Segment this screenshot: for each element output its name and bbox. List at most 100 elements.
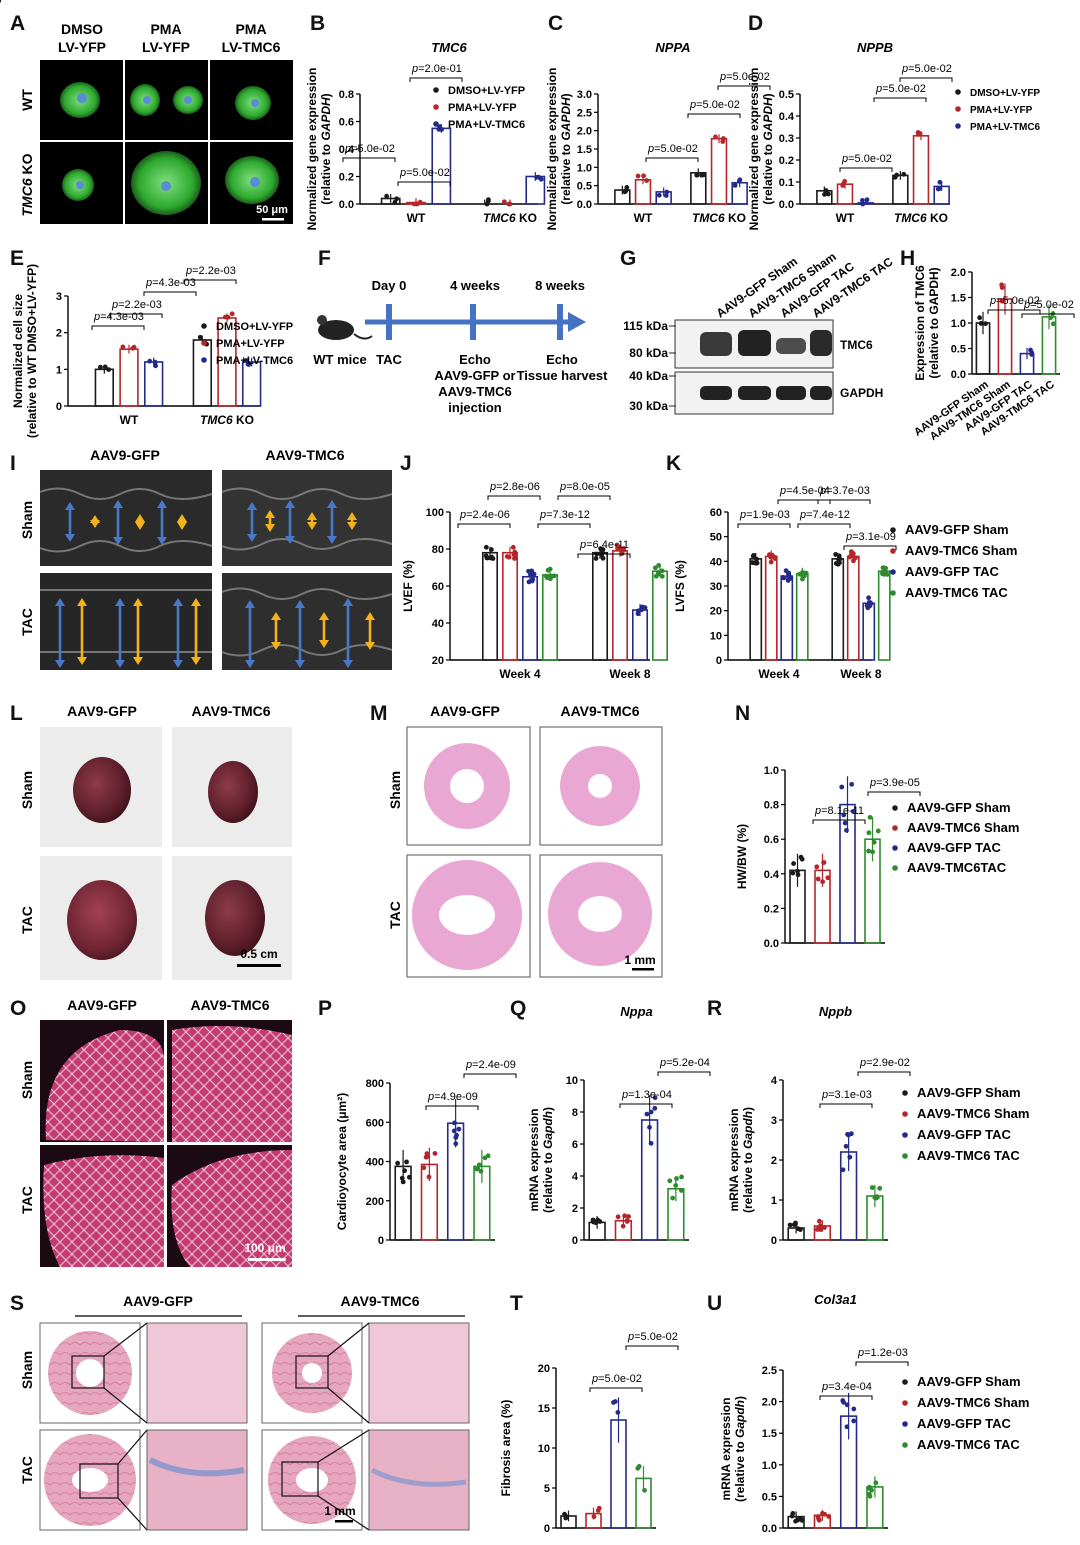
arrow-head — [135, 514, 145, 522]
panel-f-tick-day0 — [386, 304, 392, 340]
panel-f-day0: Day 0 — [372, 278, 407, 293]
arrow-head — [177, 514, 187, 522]
arrow-head — [327, 500, 337, 508]
data-point — [453, 1135, 459, 1140]
data-point — [655, 570, 661, 575]
y-tick-label: 0.4 — [764, 869, 780, 881]
p-value-label: p=3.1e-09 — [845, 531, 896, 543]
data-point — [652, 1105, 658, 1111]
panel-f-wk8: 8 weeks — [535, 278, 585, 293]
y-tick-label: 1.0 — [762, 1460, 777, 1472]
panel-letter-q: Q — [510, 997, 526, 1020]
arrow-head — [173, 660, 183, 668]
y-axis-label: Fibrosis area (%) — [499, 1400, 513, 1497]
data-point — [600, 555, 606, 561]
data-point — [639, 604, 645, 610]
y-axis-label: (relative to WT DMSO+LV-YFP) — [25, 264, 39, 438]
chart-r: 0 1 2 3 4 mRNA expression (relative to Gapdh) N… — [727, 1004, 911, 1247]
p-value-label: p=5.0e-02 — [875, 83, 926, 95]
data-point — [545, 567, 551, 573]
chart-b: 0.0 0.2 0.4 0.6 0.8 Normalized gene expressio… — [0, 0, 546, 230]
panel-a-nuclei — [76, 93, 260, 191]
data-point — [648, 1109, 654, 1115]
panel-f-wk4: 4 weeks — [450, 278, 500, 293]
y-tick-label: 3 — [56, 291, 62, 303]
p-value-label: p=5.0e-02 — [647, 143, 698, 155]
data-point — [424, 1151, 430, 1157]
data-point — [600, 547, 606, 552]
y-axis-label: (relative to GAPDH) — [559, 93, 573, 204]
p-value-label: p=2.0e-01 — [411, 63, 462, 75]
panel-a: DMSO LV-YFP PMA LV-YFP PMA LV-TMC6 WT TM… — [19, 21, 293, 224]
data-point — [647, 1124, 652, 1130]
bar — [119, 348, 139, 407]
data-point — [656, 192, 662, 198]
panel-g-band — [700, 332, 732, 356]
legend-jk: AAV9-GFP Sham AAV9-TMC6 Sham AAV9-GFP TAC A… — [890, 522, 1017, 600]
data-point — [999, 285, 1005, 290]
arrow-head — [245, 660, 255, 668]
data-point — [484, 555, 490, 561]
y-tick-label: 8 — [572, 1107, 578, 1119]
p-value-label: p=4.3e-03 — [93, 311, 144, 323]
panel-o: AAV9-GFP AAV9-TMC6 Sham TAC 100 μm — [19, 997, 292, 1267]
panel-i-img-2 — [222, 470, 392, 566]
data-point — [97, 364, 103, 370]
arrow-head — [343, 598, 353, 606]
p-value-label: p=8.1e-11 — [814, 805, 864, 817]
panel-f-tick-wk8 — [557, 304, 563, 340]
data-point — [836, 557, 841, 562]
data-point — [563, 1513, 569, 1519]
data-point — [147, 358, 153, 364]
data-point — [1048, 315, 1054, 321]
arrow-head — [271, 612, 281, 620]
significance-bracket — [143, 291, 197, 296]
bar — [94, 368, 115, 407]
data-point — [795, 872, 801, 878]
data-point — [612, 1399, 618, 1404]
legend-marker — [902, 1379, 908, 1385]
data-point — [822, 192, 827, 197]
data-point — [850, 809, 856, 814]
data-point — [835, 561, 841, 567]
panel-l-col-1: AAV9-GFP — [67, 703, 137, 719]
data-point — [977, 315, 983, 321]
significance-bracket — [817, 499, 871, 504]
panel-letter-d: D — [748, 12, 763, 35]
data-point — [869, 1185, 875, 1190]
y-tick-label: 6 — [572, 1139, 578, 1151]
panel-letter-t: T — [510, 1292, 523, 1315]
data-point — [844, 1424, 850, 1430]
y-tick-label: 3.0 — [577, 89, 592, 101]
y-axis-label: (relative to GAPDH) — [927, 267, 941, 378]
significance-bracket — [873, 97, 927, 102]
chart-e: 0 1 2 3 Normalized cell size (relative to WT … — [11, 264, 262, 438]
data-point — [787, 1222, 793, 1228]
data-point — [694, 172, 700, 178]
y-axis-label: (relative to Gapdh) — [733, 1396, 747, 1502]
y-tick-label: 2.0 — [762, 1397, 777, 1409]
y-tick-label: 20 — [538, 1363, 550, 1375]
panel-f-tick-wk4 — [470, 304, 476, 340]
panel-m-col-1: AAV9-GFP — [430, 703, 500, 719]
y-tick-label: 200 — [366, 1196, 384, 1208]
y-tick-label: 0.2 — [779, 155, 794, 167]
chart-title: NPPB — [857, 40, 893, 55]
bar — [192, 339, 213, 407]
data-point — [894, 172, 900, 178]
panel-a-row-ko: TMC6 KO — [19, 153, 35, 216]
significance-bracket — [797, 523, 851, 528]
data-point — [814, 864, 820, 870]
legend-marker — [902, 1421, 908, 1427]
data-point — [754, 556, 760, 562]
y-tick-label: 0.8 — [764, 800, 779, 812]
legend-label: AAV9-GFP TAC — [907, 840, 1002, 855]
data-point — [663, 193, 669, 198]
y-tick-label: 60 — [710, 507, 722, 519]
x-tick-label: TMC6 KO — [200, 413, 254, 427]
data-point — [877, 1185, 883, 1191]
arrow-head — [113, 537, 123, 545]
heart-icon — [67, 880, 137, 960]
chart-u: 0.0 0.5 1.0 1.5 2.0 2.5 mRNA expression (relati… — [719, 1292, 909, 1535]
significance-bracket — [857, 1071, 911, 1076]
